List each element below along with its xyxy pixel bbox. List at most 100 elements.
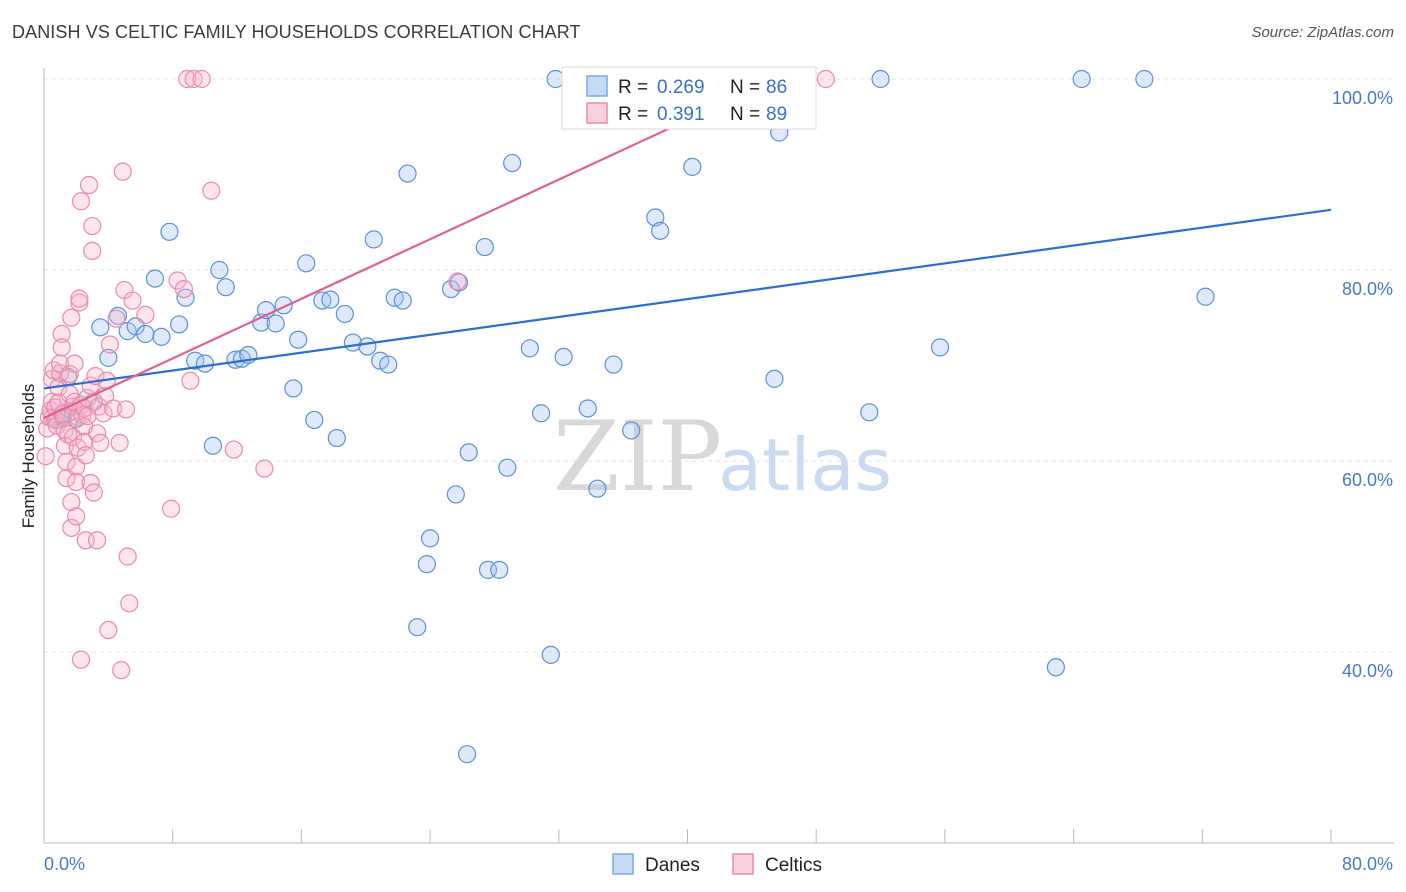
danes-point xyxy=(604,355,623,374)
celtics-r-label: R = xyxy=(618,104,648,125)
danes-point xyxy=(145,269,165,288)
danes-point xyxy=(393,291,412,310)
celtics-point xyxy=(52,324,71,344)
celtics-point xyxy=(52,338,71,357)
danes-point xyxy=(421,529,440,548)
x-tick-label: 0.0% xyxy=(44,854,85,874)
y-tick-label: 100.0% xyxy=(1332,88,1393,108)
danes-point xyxy=(379,355,398,374)
celtics-point xyxy=(178,69,197,89)
danes-point xyxy=(152,327,171,346)
danes-point xyxy=(1046,658,1066,677)
celtics-point xyxy=(71,650,91,669)
danes-n-label: N = xyxy=(730,77,760,98)
celtics-point xyxy=(104,399,123,418)
celtics-trend-line xyxy=(43,78,777,420)
celtics-point xyxy=(70,289,89,308)
celtics-point xyxy=(87,424,107,443)
watermark-atlas: atlas xyxy=(718,423,892,507)
celtics-point xyxy=(83,216,102,236)
celtics-point xyxy=(161,499,181,518)
celtics-point xyxy=(202,181,221,200)
y-tick-label: 60.0% xyxy=(1342,470,1393,490)
trend-lines xyxy=(43,78,1332,420)
danes-point xyxy=(490,560,509,579)
danes-r-value: 0.269 xyxy=(657,77,705,98)
celtics-point xyxy=(110,433,129,452)
celtics-point xyxy=(67,507,86,526)
celtics-point xyxy=(75,432,94,451)
danes-point xyxy=(871,69,890,89)
celtics-point xyxy=(87,531,107,550)
danes-point xyxy=(449,273,469,292)
celtics-point xyxy=(224,440,243,459)
danes-legend-swatch xyxy=(586,75,608,97)
danes-point xyxy=(498,458,517,477)
danes-point xyxy=(554,347,573,367)
celtics-point xyxy=(65,354,84,373)
celtics-series-label: Celtics xyxy=(765,855,822,876)
danes-point xyxy=(170,315,189,334)
danes-point xyxy=(297,254,316,273)
celtics-point xyxy=(113,162,132,181)
danes-series-label: Danes xyxy=(645,855,700,876)
celtics-point xyxy=(71,192,91,211)
danes-point xyxy=(765,369,784,388)
danes-point xyxy=(364,230,383,249)
chart-title: DANISH VS CELTIC FAMILY HOUSEHOLDS CORRE… xyxy=(12,22,581,42)
danes-n-value: 86 xyxy=(766,77,787,98)
danes-point xyxy=(266,314,285,333)
danes-point xyxy=(216,278,235,297)
celtics-point xyxy=(50,364,70,383)
danes-trend-line xyxy=(43,208,1332,390)
celtics-point xyxy=(83,241,102,260)
danes-point xyxy=(203,436,223,455)
danes-point xyxy=(99,348,118,367)
danes-point xyxy=(683,157,702,176)
celtics-point xyxy=(76,446,95,465)
danes-point xyxy=(289,330,308,349)
source-label: Source: ZipAtlas.com xyxy=(1251,24,1394,41)
celtics-point xyxy=(62,492,81,512)
danes-point xyxy=(417,555,436,574)
celtics-point xyxy=(63,428,83,447)
celtics-point xyxy=(79,175,99,195)
danes-point xyxy=(210,260,229,280)
danes-point xyxy=(532,404,551,423)
series-legend: Danes Celtics xyxy=(612,853,822,876)
danes-point xyxy=(327,428,346,448)
celtics-point xyxy=(99,620,118,640)
celtics-r-value: 0.391 xyxy=(657,104,705,125)
danes-point xyxy=(195,354,214,373)
celtics-n-value: 89 xyxy=(766,104,787,125)
celtics-point xyxy=(81,473,100,493)
celtics-legend-swatch xyxy=(586,102,608,124)
celtics-point xyxy=(816,69,835,89)
danes-point xyxy=(646,208,665,227)
celtics-point xyxy=(255,459,274,478)
celtics-point xyxy=(123,291,142,310)
danes-point xyxy=(578,399,597,418)
danes-point xyxy=(503,153,522,173)
celtics-point xyxy=(57,452,76,472)
axes xyxy=(43,68,1394,844)
danes-point xyxy=(1072,69,1091,89)
danes-point xyxy=(1196,287,1215,306)
danes-point xyxy=(860,403,879,422)
danes-point xyxy=(160,222,179,241)
celtics-point xyxy=(70,293,89,312)
danes-point xyxy=(541,645,560,664)
danes-point xyxy=(284,379,303,398)
danes-point xyxy=(930,338,950,357)
danes-point xyxy=(520,339,539,358)
watermark-zip: ZIP xyxy=(553,401,722,513)
danes-series-swatch xyxy=(612,853,634,875)
celtics-point xyxy=(91,433,110,452)
danes-point xyxy=(358,337,377,356)
celtics-point xyxy=(120,594,139,613)
celtics-series-swatch xyxy=(732,853,754,875)
tick-labels: 40.0% 60.0% 80.0% 100.0% 0.0% 80.0% xyxy=(44,88,1393,874)
danes-point xyxy=(398,164,417,183)
danes-point xyxy=(458,745,477,764)
